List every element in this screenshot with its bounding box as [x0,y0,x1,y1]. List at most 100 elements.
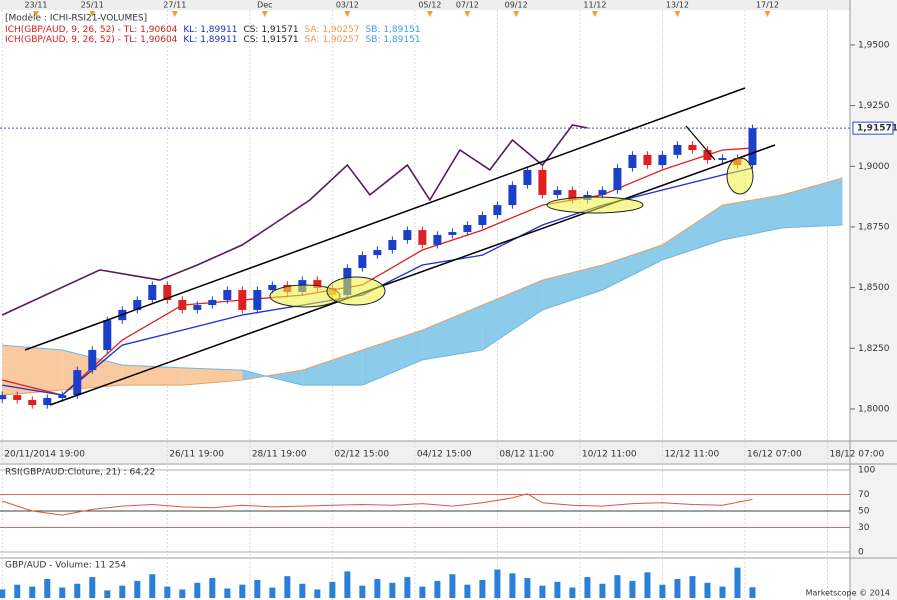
candle-body [223,290,232,300]
candle-body [178,299,187,310]
x-tick-label: 26/11 19:00 [169,450,224,460]
volume-bar [644,572,651,598]
x-tick-label: 16/12 07:00 [747,450,802,460]
indicator-info-part: KL: 1,89911 [183,25,237,35]
candle-body [28,399,37,406]
y-tick-label: 1,8000 [858,404,890,414]
volume-bar [599,583,606,598]
candle-body [43,398,52,406]
candle-body [73,370,82,396]
x-tick-label: 18/12 07:00 [829,450,884,460]
volume-bar [239,584,246,598]
candle-body [253,290,262,310]
top-tick-marker [674,11,681,17]
x-tick-label: 08/12 11:00 [499,450,554,460]
candle-body [268,284,277,291]
bottom-date-strip [0,441,850,463]
volume-bar [374,579,381,598]
footer: Marketscope © 2014 [806,589,890,598]
top-tick-label: 09/12 [505,1,528,10]
front-layer [24,87,776,406]
volume-bar [359,585,366,598]
candle-body [568,190,577,201]
volume-bar [149,574,156,598]
last-price-tag [852,121,894,135]
x-tick-label: 10/12 11:00 [582,450,637,460]
indicator-line [1,124,588,316]
top-tick-label: 23/11 [24,1,47,10]
top-tick-label: 13/12 [666,1,689,10]
candle-body [688,144,697,151]
candle-body [13,395,22,400]
candle-body [718,158,727,160]
trend-line [24,87,746,351]
y-tick-label: 0 [858,548,864,558]
y-tick-label: 1,9000 [858,162,890,172]
candle-body [88,349,97,371]
volume-bar [629,580,636,598]
volume-bar [14,584,21,598]
top-tick-label: 03/12 [336,1,359,10]
volume-bar [119,585,126,598]
candle-body [553,190,562,195]
volume-bar [164,586,171,598]
indicator-info-part: SA: 1,90257 [305,35,360,45]
cloud-segment [2,345,63,396]
y-tick-label: 30 [858,523,870,533]
cloud-segment [362,330,423,386]
indicator-info-part: CS: 1,91571 [243,35,298,45]
candle-body [388,240,397,250]
volume-bar [614,575,621,598]
volume-bar [44,579,51,598]
cloud-segment [662,205,723,260]
volume-bar [749,587,756,598]
candle-body [148,284,157,300]
volume-bar [479,579,486,598]
candle-body [613,167,622,191]
volume-bar [734,567,741,598]
candle-body [448,232,457,235]
trend-line [685,125,716,161]
candle-body [403,230,412,241]
volume-bar [329,581,336,598]
y-tick-label: 100 [858,466,875,476]
candle-body [133,299,142,310]
top-tick-label: 17/12 [756,1,779,10]
candle-body [238,290,247,310]
top-tick-marker [89,11,96,17]
x-tick-label: 02/12 15:00 [334,450,389,460]
highlight [546,196,644,214]
top-tick-marker [33,11,40,17]
volume-bar [314,589,321,598]
x-tick-label: 28/11 19:00 [252,450,307,460]
candle-body [538,169,547,195]
indicator-info-part: SB: 1,89151 [366,35,421,45]
rsi-line [2,493,753,516]
cloud-segment [422,305,483,360]
volume-bar [104,590,111,598]
candle-body [673,144,682,155]
volume-bar [569,587,576,598]
cloud-segment [542,265,603,310]
volume-bar [29,586,36,598]
volume-bar [554,581,561,598]
top-tick-label: Dec [257,1,272,10]
candle-body [748,128,757,166]
panel-title: GBP/AUD - Volume: 11 254 [5,561,126,571]
top-tick-label: 27/11 [163,1,186,10]
top-tick-marker [591,11,598,17]
indicator-info-part: CS: 1,91571 [243,25,298,35]
volume-bar [494,569,501,598]
volume-bar [209,578,216,598]
volume-bar [194,582,201,598]
volume-bar [0,589,6,598]
candle-body [658,154,667,166]
volume-bar [419,586,426,598]
cloud-edge [2,224,843,386]
candle-body [493,205,502,216]
volume-bar [704,582,711,598]
indicator-info-part: ICH(GBP/AUD, 9, 26, 52) - TL: 1,90604 [5,35,178,45]
cloud-edge [2,177,843,396]
